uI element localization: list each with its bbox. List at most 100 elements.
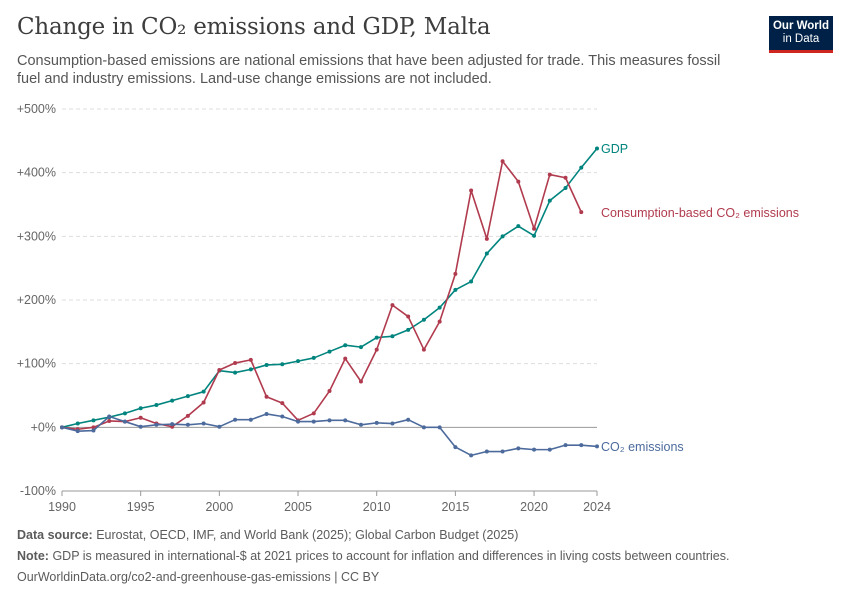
data-point (563, 175, 568, 180)
data-point (406, 417, 411, 422)
data-point (91, 418, 96, 423)
data-point (201, 400, 206, 405)
x-tick-label: 2010 (363, 500, 391, 514)
data-point (579, 443, 584, 448)
data-point (484, 449, 489, 454)
data-point (374, 347, 379, 352)
series-label: CO₂ emissions (601, 440, 684, 454)
x-tick-label: 1995 (127, 500, 155, 514)
data-point (170, 422, 175, 427)
data-point (107, 414, 112, 419)
x-tick-label: 2000 (205, 500, 233, 514)
data-point (296, 359, 301, 364)
data-point (563, 185, 568, 190)
series-line-1 (61, 160, 582, 431)
data-point (138, 424, 143, 429)
footer-url[interactable]: OurWorldinData.org/co2-and-greenhouse-ga… (17, 570, 380, 584)
data-point (343, 343, 348, 348)
data-point (374, 335, 379, 340)
data-point (516, 224, 521, 229)
data-point (138, 406, 143, 411)
data-point (201, 421, 206, 426)
chart-subtitle: Consumption-based emissions are national… (17, 53, 721, 87)
data-point (563, 443, 568, 448)
owid-logo[interactable]: Our World in Data (769, 16, 833, 52)
data-point (154, 422, 159, 427)
data-point (217, 424, 222, 429)
data-point (532, 233, 537, 238)
data-point (358, 345, 363, 350)
data-point (154, 403, 159, 408)
data-point (217, 368, 222, 373)
y-tick-label: +200% (17, 293, 56, 307)
data-point (311, 355, 316, 360)
data-point (579, 165, 584, 170)
data-point (532, 226, 537, 231)
data-point (248, 417, 253, 422)
data-point (469, 453, 474, 458)
data-point (547, 198, 552, 203)
data-point (233, 417, 238, 422)
data-point (516, 446, 521, 451)
data-point (170, 398, 175, 403)
data-point (358, 422, 363, 427)
data-point (484, 236, 489, 241)
data-point (406, 327, 411, 332)
y-tick-label: +400% (17, 166, 56, 180)
data-point (343, 418, 348, 423)
data-point (280, 414, 285, 419)
series-label: GDP (601, 142, 628, 156)
data-point (185, 422, 190, 427)
data-point (201, 389, 206, 394)
x-tick-label: 2024 (583, 500, 611, 514)
y-tick-label: +100% (17, 357, 56, 371)
data-point (75, 429, 80, 434)
data-point (579, 210, 584, 215)
data-point (390, 303, 395, 308)
data-point (358, 379, 363, 384)
data-point (500, 449, 505, 454)
data-point (91, 428, 96, 433)
data-point (421, 425, 426, 430)
data-point (500, 234, 505, 239)
source-text: Eurostat, OECD, IMF, and World Bank (202… (96, 528, 519, 542)
data-point (406, 314, 411, 319)
data-point (469, 279, 474, 284)
data-point (122, 419, 127, 424)
data-point (233, 370, 238, 375)
data-point (185, 394, 190, 399)
x-tick-label: 2015 (441, 500, 469, 514)
data-point (484, 251, 489, 256)
data-point (296, 419, 301, 424)
logo-line-1: Our World (772, 20, 829, 32)
data-point (311, 411, 316, 416)
chart-title: Change in CO₂ emissions and GDP, Malta (17, 14, 491, 40)
x-tick-label: 1990 (48, 500, 76, 514)
data-point (343, 356, 348, 361)
data-point (264, 394, 269, 399)
data-point (185, 413, 190, 418)
y-tick-label: +500% (17, 102, 56, 116)
data-point (233, 361, 238, 366)
y-tick-label: +300% (17, 229, 56, 243)
series-line-0 (61, 147, 598, 429)
logo-line-2: in Data (782, 33, 820, 45)
data-point (390, 421, 395, 426)
data-point (327, 418, 332, 423)
x-tick-label: 2020 (520, 500, 548, 514)
data-point (60, 425, 64, 430)
note-text: GDP is measured in international-$ at 20… (52, 549, 730, 563)
data-point (264, 411, 269, 416)
data-point (437, 305, 442, 310)
data-point (280, 362, 285, 367)
data-point (500, 159, 505, 164)
x-tick-label: 2005 (284, 500, 312, 514)
logo-accent-bar (769, 50, 833, 53)
data-point (122, 411, 127, 416)
y-tick-label: +0% (31, 420, 56, 434)
data-point (248, 357, 253, 362)
footer-note: Note: GDP is measured in international-$… (17, 549, 729, 563)
data-point (469, 188, 474, 193)
footer-source: Data source: Eurostat, OECD, IMF, and Wo… (17, 528, 518, 542)
